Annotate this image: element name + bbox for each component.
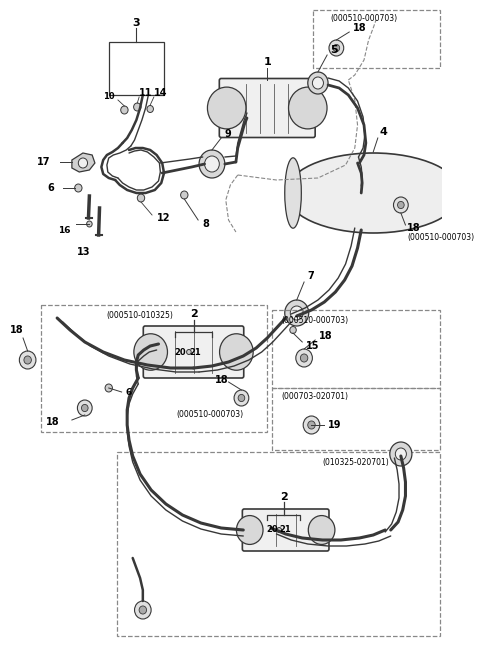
Circle shape bbox=[290, 306, 303, 320]
Text: (000510-000703): (000510-000703) bbox=[281, 315, 348, 324]
Circle shape bbox=[134, 334, 168, 370]
Text: 9: 9 bbox=[225, 129, 231, 139]
Circle shape bbox=[105, 384, 112, 392]
Text: 21: 21 bbox=[190, 348, 201, 357]
Text: (010325-020701): (010325-020701) bbox=[323, 457, 389, 466]
Circle shape bbox=[397, 202, 404, 209]
Circle shape bbox=[396, 448, 407, 460]
Circle shape bbox=[24, 356, 31, 364]
Bar bbox=[272, 388, 441, 450]
Circle shape bbox=[390, 442, 412, 466]
Text: (000510-010325): (000510-010325) bbox=[106, 311, 173, 320]
Circle shape bbox=[308, 516, 335, 545]
Circle shape bbox=[288, 87, 327, 129]
Bar bbox=[40, 305, 267, 432]
Circle shape bbox=[308, 72, 328, 94]
Circle shape bbox=[394, 197, 408, 213]
Circle shape bbox=[207, 87, 246, 129]
FancyBboxPatch shape bbox=[144, 326, 244, 378]
Ellipse shape bbox=[285, 158, 301, 228]
Text: (000703-020701): (000703-020701) bbox=[281, 391, 348, 401]
Circle shape bbox=[77, 400, 92, 416]
Text: 12: 12 bbox=[156, 213, 170, 223]
Circle shape bbox=[300, 354, 308, 362]
Text: 19: 19 bbox=[328, 420, 342, 430]
Text: 15: 15 bbox=[306, 341, 320, 351]
Text: 6: 6 bbox=[125, 388, 132, 397]
Text: 18: 18 bbox=[319, 331, 333, 341]
Bar bbox=[313, 10, 441, 68]
Text: 7: 7 bbox=[308, 271, 314, 281]
Bar bbox=[272, 310, 441, 388]
Circle shape bbox=[139, 606, 146, 614]
Circle shape bbox=[199, 150, 225, 178]
Circle shape bbox=[19, 351, 36, 369]
Circle shape bbox=[312, 77, 324, 89]
Circle shape bbox=[238, 395, 245, 402]
Text: 20: 20 bbox=[175, 348, 186, 357]
Circle shape bbox=[133, 103, 141, 111]
Text: 17: 17 bbox=[37, 157, 51, 167]
Text: 14: 14 bbox=[154, 88, 168, 98]
Text: (000510-000703): (000510-000703) bbox=[408, 233, 474, 242]
Circle shape bbox=[180, 191, 188, 199]
Text: 18: 18 bbox=[46, 417, 60, 427]
Circle shape bbox=[75, 184, 82, 192]
Ellipse shape bbox=[450, 165, 463, 221]
Text: 10: 10 bbox=[103, 92, 114, 101]
Circle shape bbox=[285, 300, 309, 326]
Circle shape bbox=[134, 601, 151, 619]
Circle shape bbox=[290, 326, 296, 333]
Text: 1: 1 bbox=[264, 57, 271, 67]
Circle shape bbox=[86, 221, 92, 227]
Bar bbox=[117, 452, 441, 636]
Circle shape bbox=[296, 349, 312, 367]
Circle shape bbox=[329, 40, 344, 56]
Text: 18: 18 bbox=[10, 325, 24, 335]
Text: 18: 18 bbox=[353, 23, 367, 33]
Circle shape bbox=[237, 516, 263, 545]
Text: 2: 2 bbox=[190, 309, 197, 319]
Text: 4: 4 bbox=[380, 127, 387, 137]
Text: 18: 18 bbox=[215, 375, 228, 385]
Text: 21: 21 bbox=[280, 525, 291, 534]
Circle shape bbox=[204, 156, 219, 172]
Text: 5: 5 bbox=[330, 45, 337, 55]
Text: 13: 13 bbox=[77, 247, 91, 257]
Circle shape bbox=[78, 158, 87, 168]
Text: 20: 20 bbox=[266, 525, 277, 534]
Ellipse shape bbox=[286, 153, 461, 233]
Circle shape bbox=[234, 390, 249, 406]
Circle shape bbox=[82, 404, 88, 412]
Text: 2: 2 bbox=[280, 492, 288, 502]
Circle shape bbox=[120, 106, 128, 114]
Text: (000510-000703): (000510-000703) bbox=[177, 410, 244, 419]
Polygon shape bbox=[456, 151, 472, 171]
Text: 3: 3 bbox=[132, 18, 140, 28]
Text: 18: 18 bbox=[408, 223, 421, 233]
Text: (000510-000703): (000510-000703) bbox=[330, 14, 397, 23]
Text: 16: 16 bbox=[58, 225, 70, 234]
FancyBboxPatch shape bbox=[242, 509, 329, 551]
Circle shape bbox=[303, 416, 320, 434]
Circle shape bbox=[277, 528, 282, 532]
Polygon shape bbox=[72, 153, 95, 172]
Circle shape bbox=[333, 45, 340, 52]
Circle shape bbox=[219, 334, 253, 370]
Text: 6: 6 bbox=[48, 183, 54, 193]
Circle shape bbox=[308, 421, 315, 429]
FancyBboxPatch shape bbox=[219, 79, 315, 138]
Circle shape bbox=[147, 105, 154, 112]
Circle shape bbox=[137, 194, 144, 202]
Text: 8: 8 bbox=[203, 219, 210, 229]
Text: 11: 11 bbox=[139, 88, 153, 98]
Bar bbox=[109, 42, 164, 95]
Circle shape bbox=[187, 349, 191, 355]
